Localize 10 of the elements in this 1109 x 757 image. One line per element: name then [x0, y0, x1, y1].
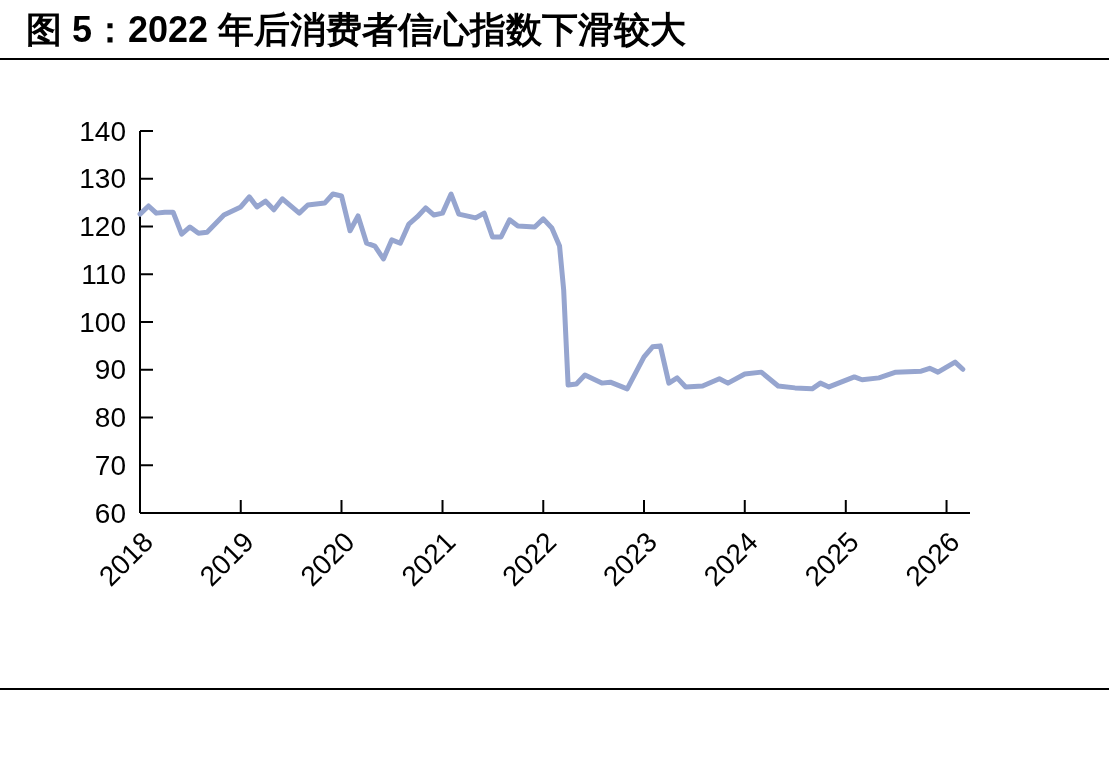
y-tick-label: 90: [94, 354, 126, 386]
y-tick-label: 70: [94, 449, 126, 481]
y-tick-label: 130: [79, 163, 126, 195]
y-tick-label: 120: [79, 211, 126, 242]
y-tick-label: 60: [94, 497, 126, 529]
y-tick-label: 110: [81, 258, 126, 290]
y-tick-label: 80: [94, 402, 126, 433]
y-tick-label: 140: [79, 115, 126, 147]
chart-title: 图 5：2022 年后消费者信心指数下滑较大: [0, 0, 1109, 60]
y-tick-label: 100: [79, 306, 126, 338]
